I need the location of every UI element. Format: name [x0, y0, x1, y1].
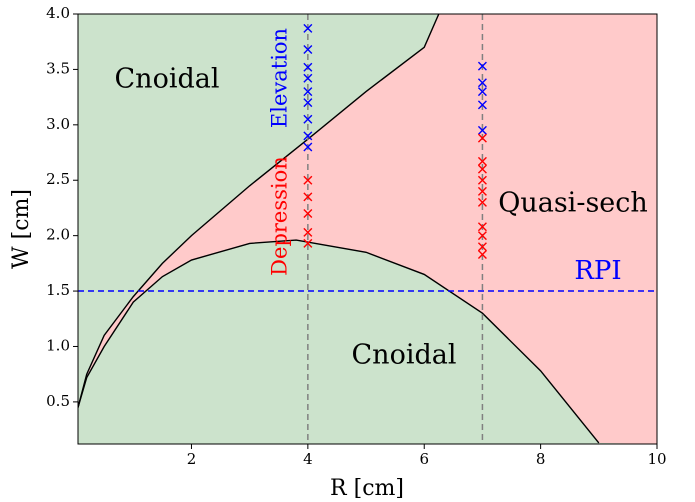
- annotation: Quasi-sech: [498, 188, 648, 219]
- marker: [477, 100, 487, 110]
- y-tick-label: 2.5: [46, 170, 70, 188]
- boundary-curve: [78, 239, 600, 444]
- region-cnoidal: [78, 14, 439, 408]
- plot-area: [78, 14, 657, 444]
- y-axis-label: W [cm]: [9, 189, 34, 269]
- x-tick-label: 8: [536, 450, 546, 468]
- x-tick-label: 4: [303, 450, 313, 468]
- marker: [477, 242, 487, 252]
- x-tick-label: 6: [419, 450, 429, 468]
- marker: [477, 156, 487, 166]
- marker: [477, 249, 487, 259]
- marker: [303, 131, 313, 141]
- marker: [477, 175, 487, 185]
- y-tick-label: 2.0: [46, 226, 70, 244]
- marker: [303, 227, 313, 237]
- marker: [303, 208, 313, 218]
- y-tick-label: 1.5: [46, 281, 70, 299]
- rpi-label: RPI: [574, 256, 621, 286]
- y-tick-label: 0.5: [46, 392, 70, 410]
- annotation: Cnoidal: [352, 340, 457, 371]
- marker: [303, 98, 313, 108]
- marker: [477, 133, 487, 143]
- x-tick-label: 2: [187, 450, 197, 468]
- marker: [477, 78, 487, 88]
- marker: [477, 164, 487, 174]
- y-tick-label: 3.5: [46, 59, 70, 77]
- marker: [303, 23, 313, 33]
- x-tick-label: 10: [647, 450, 666, 468]
- marker: [303, 62, 313, 72]
- y-tick-label: 3.0: [46, 115, 70, 133]
- marker: [477, 197, 487, 207]
- marker: [477, 231, 487, 241]
- marker: [303, 44, 313, 54]
- y-tick-label: 1.0: [46, 336, 70, 354]
- marker: [477, 61, 487, 71]
- marker: [303, 87, 313, 97]
- marker: [303, 192, 313, 202]
- annotation: Elevation: [268, 28, 292, 128]
- marker: [477, 186, 487, 196]
- marker: [477, 222, 487, 232]
- marker: [303, 142, 313, 152]
- x-axis-label: R [cm]: [330, 476, 404, 501]
- marker: [303, 175, 313, 185]
- marker: [477, 125, 487, 135]
- marker: [303, 238, 313, 248]
- boundary-curve: [78, 14, 440, 408]
- annotation: Cnoidal: [115, 64, 220, 95]
- y-tick-label: 4.0: [46, 4, 70, 22]
- marker: [477, 87, 487, 97]
- annotation: Depression: [268, 156, 292, 276]
- plot-frame: [77, 13, 658, 445]
- marker: [303, 73, 313, 83]
- marker: [303, 114, 313, 124]
